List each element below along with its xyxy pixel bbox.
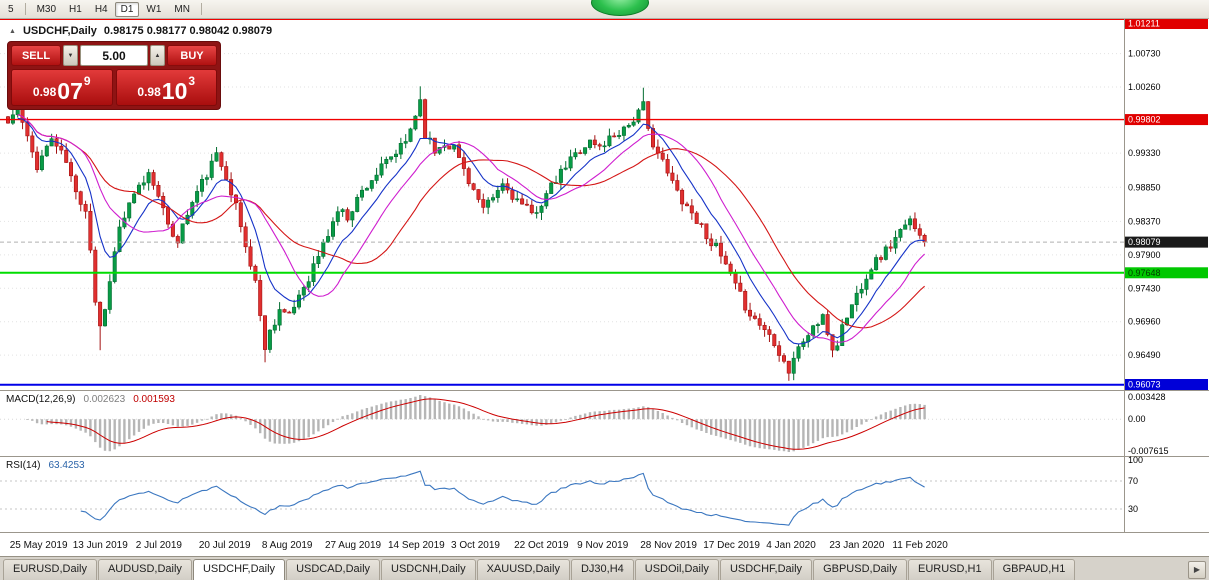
macd-histogram bbox=[26, 395, 926, 452]
ask-major-digits: 0.98 bbox=[137, 85, 161, 99]
tab-eurusd-h1[interactable]: EURUSD,H1 bbox=[908, 558, 992, 580]
svg-text:17 Dec 2019: 17 Dec 2019 bbox=[703, 540, 760, 551]
chart-header: ▲ USDCHF,Daily 0.98175 0.98177 0.98042 0… bbox=[9, 25, 272, 37]
tab-usdchf-daily[interactable]: USDCHF,Daily bbox=[192, 558, 286, 580]
sell-price-button[interactable]: 0.98 07 9 bbox=[11, 69, 113, 106]
tab-usdcad-daily[interactable]: USDCAD,Daily bbox=[286, 558, 381, 580]
svg-text:0.97648: 0.97648 bbox=[1128, 268, 1161, 278]
volume-increase-button[interactable]: ▲ bbox=[150, 45, 165, 66]
svg-text:30: 30 bbox=[1128, 504, 1138, 514]
tab-dj30-h4[interactable]: DJ30,H4 bbox=[570, 558, 634, 580]
svg-text:8 Aug 2019: 8 Aug 2019 bbox=[262, 540, 313, 551]
tab-usdchf-daily[interactable]: USDCHF,Daily bbox=[719, 558, 813, 580]
svg-text:0.96960: 0.96960 bbox=[1128, 317, 1161, 327]
chart-tabs: EURUSD,Daily AUDUSD,Daily USDCHF,Daily USDC… bbox=[3, 557, 1076, 580]
macd-main-value: 0.002623 bbox=[83, 394, 126, 405]
macd-indicator-label: MACD(12,26,9) 0.002623 0.001593 bbox=[6, 394, 175, 405]
rsi-indicator-label: RSI(14) 63.4253 bbox=[6, 460, 85, 471]
macd-signal-line bbox=[46, 398, 925, 450]
macd-name: MACD(12,26,9) bbox=[6, 394, 76, 405]
time-axis[interactable]: 25 May 2019 13 Jun 2019 2 Jul 2019 20 Jul 2… bbox=[10, 540, 949, 551]
svg-text:0.97900: 0.97900 bbox=[1128, 250, 1161, 260]
svg-text:0.97430: 0.97430 bbox=[1128, 283, 1161, 293]
svg-text:0.98079: 0.98079 bbox=[1128, 237, 1161, 247]
chart-ohlc-values: 0.98175 0.98177 0.98042 0.98079 bbox=[103, 25, 273, 37]
svg-text:22 Oct 2019: 22 Oct 2019 bbox=[514, 540, 569, 551]
svg-text:11 Feb 2020: 11 Feb 2020 bbox=[892, 540, 948, 551]
tab-xauusd-daily[interactable]: XAUUSD,Daily bbox=[476, 558, 570, 580]
volume-input[interactable] bbox=[80, 45, 148, 66]
svg-text:27 Aug 2019: 27 Aug 2019 bbox=[325, 540, 382, 551]
svg-text:0.99802: 0.99802 bbox=[1128, 115, 1161, 125]
svg-text:28 Nov 2019: 28 Nov 2019 bbox=[640, 540, 697, 551]
timeframe-button-5[interactable]: 5 bbox=[2, 2, 20, 17]
timeframe-button-d1[interactable]: D1 bbox=[114, 1, 140, 17]
svg-text:9 Nov 2019: 9 Nov 2019 bbox=[577, 540, 629, 551]
tab-usdoil-daily[interactable]: USDOil,Daily bbox=[634, 558, 719, 580]
svg-text:14 Sep 2019: 14 Sep 2019 bbox=[388, 540, 445, 551]
timeframe-button-h1[interactable]: H1 bbox=[63, 2, 88, 17]
buy-price-button[interactable]: 0.98 10 3 bbox=[115, 69, 217, 106]
bid-point-digit: 9 bbox=[83, 74, 91, 88]
timeframe-button-m30[interactable]: M30 bbox=[31, 2, 62, 17]
tab-scroll-right-button[interactable]: ▶ bbox=[1188, 561, 1206, 579]
svg-text:0.00: 0.00 bbox=[1128, 414, 1146, 424]
bid-major-digits: 0.98 bbox=[32, 85, 57, 99]
one-click-collapse-icon[interactable]: ▲ bbox=[9, 27, 16, 35]
price-axis-badges: 1.01211 0.99802 0.98079 0.97648 0.96073 bbox=[1125, 18, 1208, 390]
svg-text:1.00260: 1.00260 bbox=[1128, 82, 1161, 92]
svg-text:0.96073: 0.96073 bbox=[1128, 380, 1161, 390]
svg-text:13 Jun 2019: 13 Jun 2019 bbox=[73, 540, 128, 551]
chart-canvas[interactable]: 1.007301.002600.993300.988500.983700.979… bbox=[0, 18, 1209, 556]
svg-text:3 Oct 2019: 3 Oct 2019 bbox=[451, 540, 500, 551]
svg-text:2 Jul 2019: 2 Jul 2019 bbox=[136, 540, 183, 551]
ask-pips-digits: 10 bbox=[161, 78, 188, 104]
tab-usdcnh-daily[interactable]: USDCNH,Daily bbox=[381, 558, 476, 580]
horizontal-price-lines[interactable] bbox=[0, 18, 1124, 386]
tab-gbpaud-h1[interactable]: GBPAUD,H1 bbox=[992, 558, 1076, 580]
svg-text:0.96490: 0.96490 bbox=[1128, 350, 1161, 360]
tab-audusd-daily[interactable]: AUDUSD,Daily bbox=[97, 558, 192, 580]
grid-lines bbox=[0, 53, 1124, 356]
one-click-trading-panel: SELL ▼ ▲ BUY 0.98 07 9 0.98 10 3 bbox=[7, 41, 221, 110]
moving-average-lines bbox=[17, 114, 925, 345]
svg-text:-0.007615: -0.007615 bbox=[1128, 446, 1169, 456]
svg-text:4 Jan 2020: 4 Jan 2020 bbox=[766, 540, 816, 551]
svg-text:70: 70 bbox=[1128, 476, 1138, 486]
rsi-line bbox=[80, 470, 925, 526]
toolbar-separator bbox=[200, 3, 202, 15]
rsi-value: 63.4253 bbox=[48, 460, 85, 471]
svg-text:1.00730: 1.00730 bbox=[1128, 49, 1161, 59]
tab-gbpusd-daily[interactable]: GBPUSD,Daily bbox=[813, 558, 908, 580]
chart-tabs-bar: EURUSD,Daily AUDUSD,Daily USDCHF,Daily USDC… bbox=[0, 556, 1209, 580]
svg-text:0.98850: 0.98850 bbox=[1128, 182, 1161, 192]
ask-point-digit: 3 bbox=[188, 74, 196, 88]
rsi-name: RSI(14) bbox=[6, 460, 41, 471]
svg-text:0.003428: 0.003428 bbox=[1128, 392, 1166, 402]
chart-symbol-title: USDCHF,Daily bbox=[22, 25, 97, 37]
svg-text:25 May 2019: 25 May 2019 bbox=[10, 540, 68, 551]
bid-pips-digits: 07 bbox=[57, 78, 83, 104]
svg-text:0.98370: 0.98370 bbox=[1128, 216, 1161, 226]
svg-text:1.01211: 1.01211 bbox=[1128, 19, 1160, 29]
timeframe-button-w1[interactable]: W1 bbox=[140, 2, 167, 17]
svg-text:0.99330: 0.99330 bbox=[1128, 148, 1161, 158]
toolbar-separator bbox=[24, 3, 26, 15]
tab-eurusd-daily[interactable]: EURUSD,Daily bbox=[3, 558, 97, 580]
timeframe-button-mn[interactable]: MN bbox=[168, 2, 196, 17]
macd-signal-value: 0.001593 bbox=[133, 394, 175, 405]
svg-text:23 Jan 2020: 23 Jan 2020 bbox=[829, 540, 884, 551]
svg-text:20 Jul 2019: 20 Jul 2019 bbox=[199, 540, 251, 551]
sell-button[interactable]: SELL bbox=[11, 45, 61, 66]
price-axis[interactable]: 1.00730 1.00260 0.99330 0.98850 0.98370 0.979… bbox=[1128, 49, 1169, 514]
svg-text:100: 100 bbox=[1128, 455, 1143, 465]
timeframe-button-h4[interactable]: H4 bbox=[89, 2, 114, 17]
buy-button[interactable]: BUY bbox=[167, 45, 217, 66]
volume-decrease-button[interactable]: ▼ bbox=[63, 45, 78, 66]
